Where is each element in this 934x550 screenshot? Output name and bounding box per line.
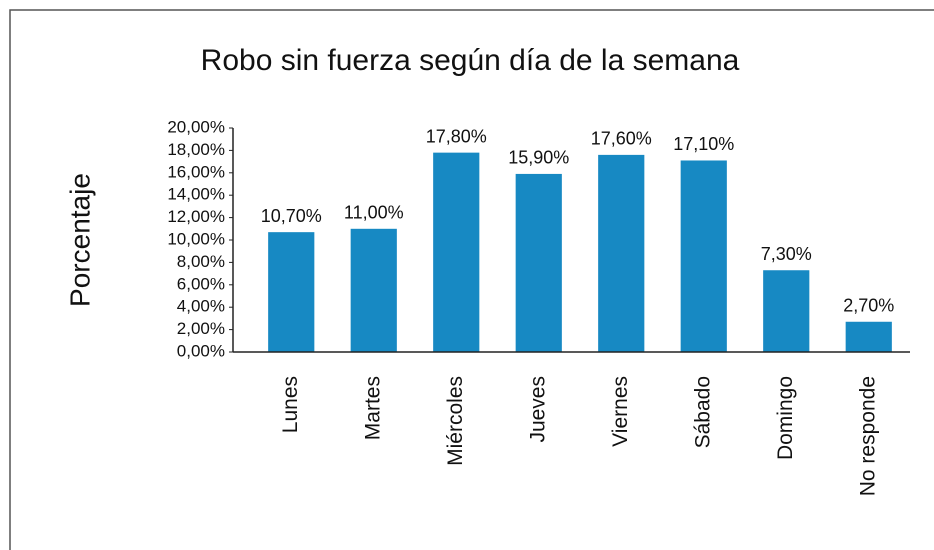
y-tick-label: 16,00% bbox=[167, 162, 225, 181]
bar bbox=[598, 154, 645, 352]
bar bbox=[845, 321, 892, 352]
y-tick-label: 14,00% bbox=[167, 185, 225, 204]
value-label: 15,90% bbox=[508, 148, 569, 168]
y-tick-label: 10,00% bbox=[167, 229, 225, 248]
bar bbox=[433, 152, 480, 352]
value-label: 2,70% bbox=[843, 296, 894, 316]
y-tick-label: 4,00% bbox=[177, 297, 225, 316]
x-tick-label: No responde bbox=[856, 376, 879, 496]
bar bbox=[350, 228, 397, 352]
x-tick-label: Viernes bbox=[609, 376, 632, 447]
bar bbox=[515, 173, 562, 352]
x-tick-label: Martes bbox=[361, 376, 384, 440]
y-tick-label: 18,00% bbox=[167, 140, 225, 159]
value-label: 10,70% bbox=[261, 206, 322, 226]
y-axis-label: Porcentaje bbox=[64, 173, 95, 307]
y-tick-label: 8,00% bbox=[177, 252, 225, 271]
value-label: 17,60% bbox=[591, 129, 652, 149]
x-tick-label: Sábado bbox=[691, 376, 714, 448]
value-label: 17,10% bbox=[673, 134, 734, 154]
bar bbox=[680, 160, 727, 352]
x-tick-label: Jueves bbox=[526, 376, 549, 443]
frame bbox=[9, 9, 934, 550]
value-label: 17,80% bbox=[426, 126, 487, 146]
bar bbox=[268, 232, 315, 352]
x-tick-label: Lunes bbox=[279, 376, 302, 433]
y-tick-label: 6,00% bbox=[177, 274, 225, 293]
y-tick-label: 20,00% bbox=[167, 117, 225, 136]
y-tick-label: 12,00% bbox=[167, 207, 225, 226]
y-tick-label: 2,00% bbox=[177, 319, 225, 338]
value-label: 7,30% bbox=[761, 244, 812, 264]
chart-title: Robo sin fuerza según día de la semana bbox=[201, 44, 740, 77]
y-tick-label: 0,00% bbox=[177, 341, 225, 360]
x-tick-label: Miércoles bbox=[444, 376, 467, 466]
bar bbox=[763, 270, 810, 352]
x-tick-label: Domingo bbox=[774, 376, 797, 460]
value-label: 11,00% bbox=[344, 203, 404, 223]
